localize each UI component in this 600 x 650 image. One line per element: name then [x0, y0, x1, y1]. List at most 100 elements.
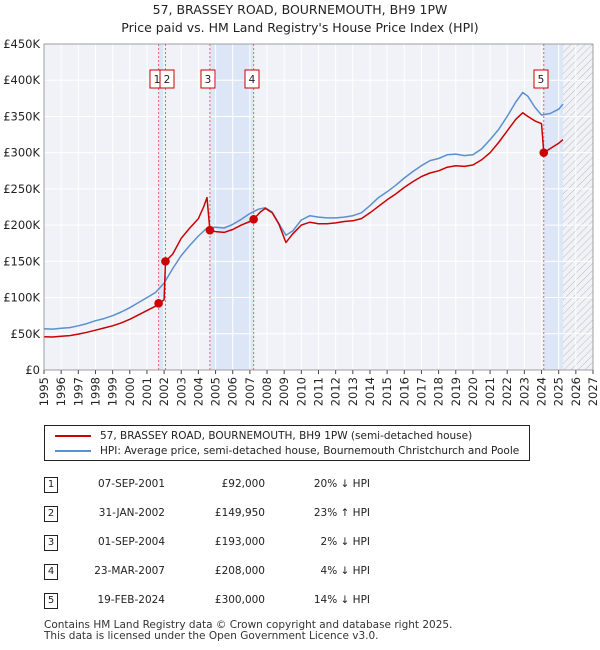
x-tick-label: 2009 — [277, 377, 291, 406]
x-tick-label: 2017 — [414, 377, 428, 406]
sale-point — [249, 215, 258, 224]
chart-title: 57, BRASSEY ROAD, BOURNEMOUTH, BH9 1PW — [152, 2, 448, 17]
x-tick-label: 2008 — [260, 377, 274, 406]
x-tick-label: 2010 — [294, 377, 308, 406]
sale-hpi-diff: 4% ↓ HPI — [320, 565, 370, 577]
table-row: 2 31-JAN-2002 £149,950 23% ↑ HPI — [0, 503, 600, 523]
sale-label-box — [200, 69, 216, 89]
sale-number: 1 — [44, 477, 58, 493]
x-tick-label: 2005 — [209, 377, 223, 406]
legend: 57, BRASSEY ROAD, BOURNEMOUTH, BH9 1PW (… — [44, 425, 530, 461]
x-tick-label: 2004 — [191, 377, 205, 406]
sale-number: 5 — [44, 593, 58, 609]
sale-price: £193,000 — [214, 536, 265, 548]
x-tick-label: 2003 — [174, 377, 188, 406]
legend-label-hpi: HPI: Average price, semi-detached house,… — [100, 445, 520, 457]
x-tick-label: 2021 — [483, 377, 497, 406]
table-row: 5 19-FEB-2024 £300,000 14% ↓ HPI — [0, 590, 600, 610]
series-line — [44, 91, 564, 330]
x-tick-label: 2026 — [569, 377, 583, 406]
y-tick-label: £250K — [3, 182, 40, 196]
x-tick-label: 2015 — [380, 377, 394, 406]
footer: Contains HM Land Registry data © Crown c… — [44, 620, 452, 642]
sale-date: 07-SEP-2001 — [97, 478, 165, 490]
x-tick-label: 2022 — [500, 377, 514, 406]
x-tick-label: 1997 — [71, 377, 85, 406]
x-tick-label: 2007 — [243, 377, 257, 406]
chart-subtitle: Price paid vs. HM Land Registry's House … — [121, 20, 479, 35]
x-tick-label: 2025 — [552, 377, 566, 406]
y-tick-label: £400K — [3, 73, 40, 87]
x-tick-label: 2000 — [123, 377, 137, 406]
table-row: 1 07-SEP-2001 £92,000 20% ↓ HPI — [0, 474, 600, 494]
sale-label-box — [159, 69, 175, 89]
sale-label-box — [533, 69, 549, 89]
table-row: 4 23-MAR-2007 £208,000 4% ↓ HPI — [0, 561, 600, 581]
sale-period-shade — [543, 44, 563, 370]
sale-price: £300,000 — [214, 594, 265, 606]
x-tick-label: 2006 — [226, 377, 240, 406]
x-tick-label: 1995 — [37, 377, 51, 406]
x-tick-label: 1998 — [88, 377, 102, 406]
sale-date: 31-JAN-2002 — [98, 507, 165, 519]
sale-label-number: 5 — [538, 74, 545, 86]
sale-label-number: 1 — [154, 74, 161, 86]
plot-frame — [43, 43, 594, 371]
x-tick-label: 2011 — [312, 377, 326, 406]
future-hatch — [562, 44, 593, 370]
y-tick-label: £50K — [11, 327, 41, 341]
y-tick-label: £200K — [3, 218, 40, 232]
y-tick-label: £100K — [3, 291, 40, 305]
license-text: This data is licensed under the Open Gov… — [44, 630, 379, 642]
x-tick-label: 2014 — [363, 377, 377, 406]
legend-item-hpi: HPI: Average price, semi-detached house,… — [55, 444, 519, 458]
sale-label-box — [244, 69, 260, 89]
sale-number: 3 — [44, 535, 58, 551]
x-tick-label: 2027 — [586, 377, 600, 406]
x-tick-label: 2002 — [157, 377, 171, 406]
y-tick-label: £150K — [3, 254, 40, 268]
y-tick-label: £450K — [3, 37, 40, 51]
sale-point — [154, 299, 163, 308]
sale-label-number: 2 — [164, 74, 171, 86]
sale-point — [539, 148, 549, 157]
x-tick-label: 2001 — [140, 377, 154, 406]
sale-date: 01-SEP-2004 — [97, 536, 165, 548]
x-tick-label: 1996 — [54, 377, 68, 406]
sale-date: 23-MAR-2007 — [94, 565, 165, 577]
sale-point — [161, 257, 170, 266]
sale-price: £149,950 — [214, 507, 265, 519]
table-row: 3 01-SEP-2004 £193,000 2% ↓ HPI — [0, 532, 600, 552]
x-tick-label: 2018 — [432, 377, 446, 406]
legend-item-property: 57, BRASSEY ROAD, BOURNEMOUTH, BH9 1PW (… — [55, 429, 472, 443]
sale-hpi-diff: 2% ↓ HPI — [320, 536, 370, 548]
sale-label-number: 3 — [205, 74, 212, 86]
x-tick-label: 2019 — [449, 377, 463, 406]
sale-date: 19-FEB-2024 — [97, 594, 165, 606]
sale-period-shade — [209, 44, 254, 370]
legend-swatch-property — [55, 435, 91, 437]
y-tick-label: £350K — [3, 109, 40, 123]
x-tick-label: 1999 — [106, 377, 120, 406]
y-tick-label: £0 — [25, 363, 40, 377]
sale-number: 2 — [44, 506, 58, 522]
x-tick-label: 2024 — [535, 377, 549, 406]
sale-hpi-diff: 14% ↓ HPI — [313, 594, 370, 606]
sale-hpi-diff: 23% ↑ HPI — [313, 507, 370, 519]
x-tick-label: 2012 — [329, 377, 343, 406]
sale-period-shade — [158, 44, 166, 370]
copyright-text: Contains HM Land Registry data © Crown c… — [44, 619, 453, 631]
sale-label-number: 4 — [249, 74, 256, 86]
sale-point — [205, 225, 215, 235]
sale-price: £208,000 — [214, 565, 265, 577]
x-tick-label: 2016 — [397, 377, 411, 406]
x-tick-label: 2023 — [517, 377, 531, 406]
y-tick-label: £300K — [3, 146, 40, 160]
legend-swatch-hpi — [55, 450, 91, 452]
x-tick-label: 2013 — [346, 377, 360, 406]
sale-number: 4 — [44, 564, 58, 580]
series-line — [44, 112, 564, 338]
sale-hpi-diff: 20% ↓ HPI — [313, 478, 370, 490]
legend-label-property: 57, BRASSEY ROAD, BOURNEMOUTH, BH9 1PW (… — [100, 430, 473, 442]
